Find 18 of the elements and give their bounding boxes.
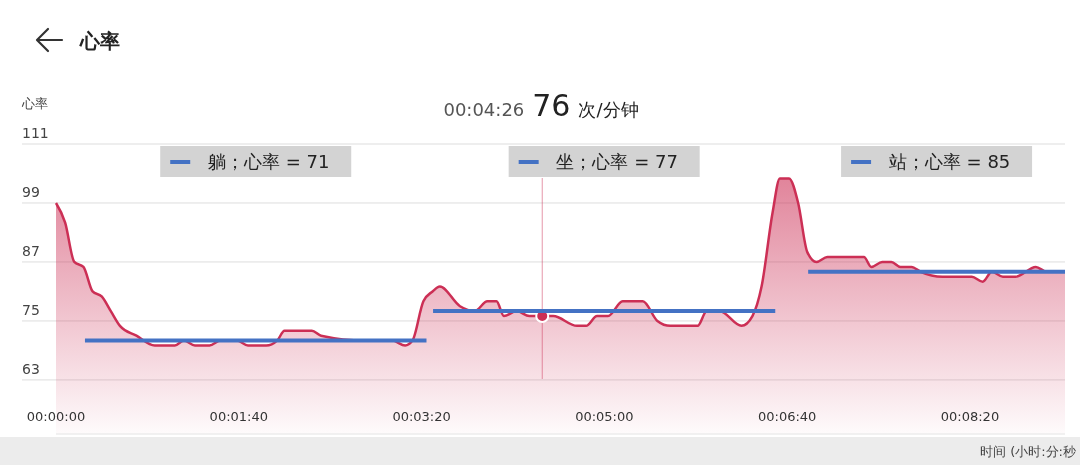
x-tick-label: 00:05:00 [575,409,634,424]
text: 00:04:26 76 次/分钟 [443,88,639,123]
x-tick-label: 00:03:20 [392,409,451,424]
x-tick-label: 00:06:40 [757,409,817,424]
legend-label: 躺；心率 = 71 [208,151,330,172]
x-tick-label: 00:01:40 [209,409,268,424]
x-tick-label: 00:08:20 [940,409,1000,424]
y-axis-title: 心率 [21,96,48,111]
y-tick-label: 87 [22,242,40,259]
y-tick-label: 75 [22,301,40,318]
chart-title: 心率 [79,29,120,53]
y-tick-label: 111 [22,125,49,141]
y-tick-label: 63 [22,360,40,377]
x-axis-title: 时间 (小时:分:秒 [980,444,1076,459]
x-tick-label: 00:00:00 [26,409,86,424]
y-tick-label: 99 [22,183,40,200]
legend-label: 坐；心率 = 77 [556,151,678,172]
legend-label: 站；心率 = 85 [888,151,1011,172]
